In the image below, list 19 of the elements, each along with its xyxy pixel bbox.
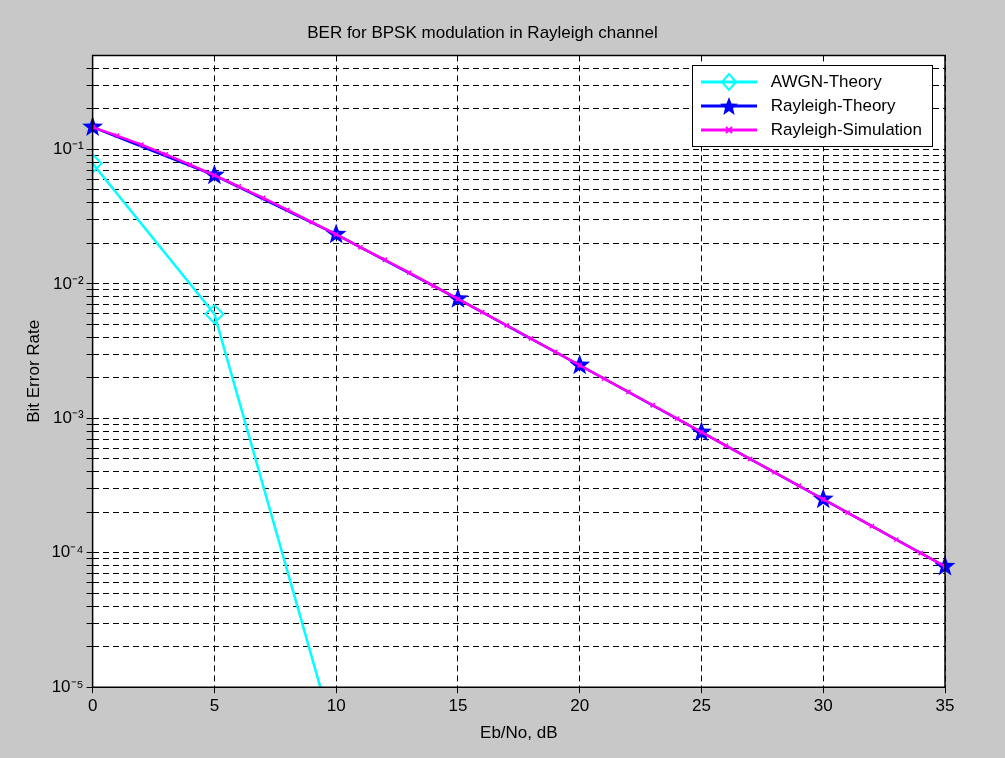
x-axis-title: Eb/No, dB (480, 723, 558, 743)
x-tick-label: 0 (87, 696, 98, 716)
y-tick-label: 10⁻⁴ (51, 542, 84, 562)
x-tick-label: 30 (813, 696, 833, 716)
y-tick-label: 10⁻² (53, 273, 84, 293)
legend-label: Rayleigh-Theory (770, 95, 896, 118)
x-tick-label: 20 (570, 696, 590, 716)
y-tick-label: 10⁻⁵ (51, 676, 84, 696)
x-tick-label: 35 (935, 696, 955, 716)
x-tick-label: 25 (692, 696, 711, 716)
chart-title: BER for BPSK modulation in Rayleigh channel (307, 22, 658, 42)
y-tick-label: 10⁻¹ (53, 139, 84, 159)
legend-label: AWGN-Theory (770, 71, 882, 94)
x-tick-label: 10 (326, 696, 346, 716)
y-tick-label: 10⁻³ (53, 407, 84, 427)
x-tick-label: 5 (209, 696, 220, 716)
y-axis-title: Bit Error Rate (23, 319, 43, 423)
x-tick-label: 15 (448, 696, 468, 716)
legend-label: Rayleigh-Simulation (770, 119, 922, 142)
